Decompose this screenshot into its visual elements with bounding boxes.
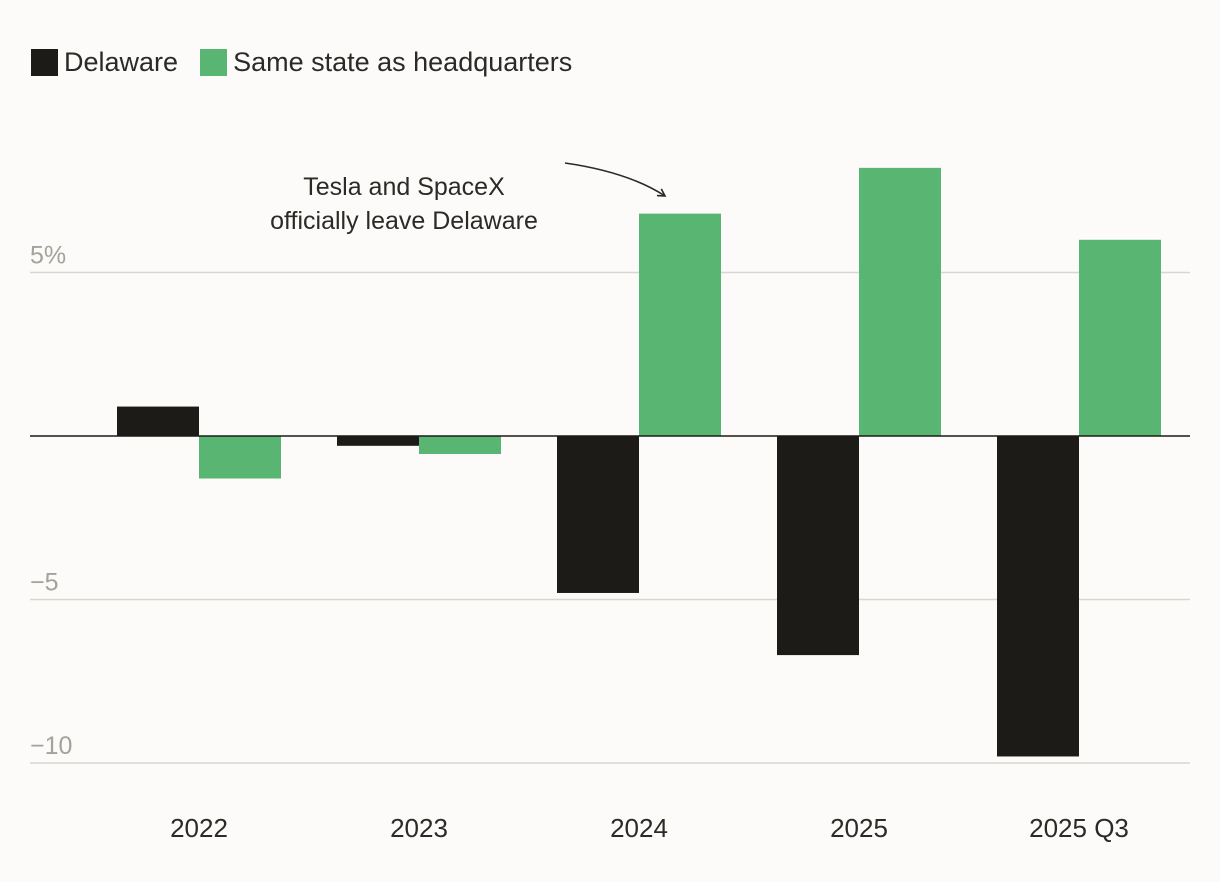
- annotation-line-2: officially leave Delaware: [270, 207, 538, 235]
- x-tick-label-2022: 2022: [170, 813, 228, 843]
- x-tick-label-2025: 2025: [830, 813, 888, 843]
- x-tick-label-2023: 2023: [390, 813, 448, 843]
- y-tick-label-0: 5%: [30, 242, 66, 270]
- bar-delaware-2025-q3: [997, 436, 1079, 757]
- bar-same-state-2024: [639, 213, 721, 436]
- bar-delaware-2022: [117, 406, 199, 436]
- bar-same-state-2022: [199, 436, 281, 479]
- bar-delaware-2024: [557, 436, 639, 593]
- legend-item-delaware: Delaware: [31, 47, 178, 78]
- bar-delaware-2023: [337, 436, 419, 446]
- bar-same-state-2025-q3: [1079, 239, 1161, 436]
- bar-same-state-2023: [419, 436, 501, 454]
- legend-label-same-state: Same state as headquarters: [233, 47, 573, 77]
- annotation-line-1: Tesla and SpaceX: [303, 173, 505, 201]
- bar-same-state-2025: [859, 167, 941, 437]
- legend-label-delaware: Delaware: [64, 47, 179, 77]
- annotation-arrow: [564, 162, 667, 197]
- legend-swatch-delaware: [31, 49, 58, 76]
- x-tick-label-2025-q3: 2025 Q3: [1029, 813, 1129, 843]
- legend-item-same-state: Same state as headquarters: [200, 47, 572, 78]
- chart-legend: Delaware Same state as headquarters: [31, 47, 594, 78]
- legend-swatch-same-state: [200, 49, 228, 76]
- bar-delaware-2025: [777, 436, 859, 656]
- y-tick-label-2: −10: [30, 732, 72, 760]
- x-tick-label-2024: 2024: [610, 813, 668, 843]
- y-tick-label-1: −5: [30, 569, 59, 597]
